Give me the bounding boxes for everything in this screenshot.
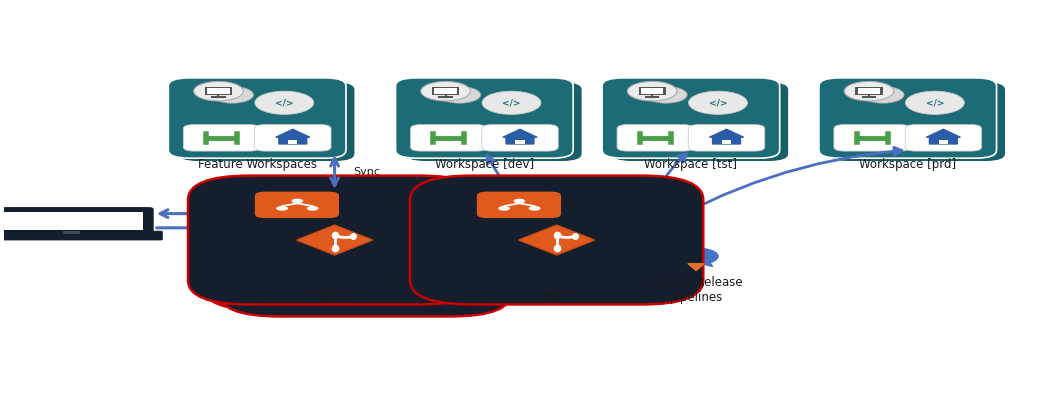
- FancyBboxPatch shape: [410, 176, 704, 305]
- Text: Branch: Branch: [426, 210, 465, 220]
- FancyBboxPatch shape: [205, 87, 232, 95]
- Text: </>: </>: [275, 98, 294, 107]
- Circle shape: [862, 87, 904, 103]
- FancyBboxPatch shape: [819, 78, 996, 158]
- FancyBboxPatch shape: [939, 140, 948, 144]
- Circle shape: [482, 91, 541, 115]
- FancyBboxPatch shape: [207, 88, 230, 94]
- Circle shape: [211, 87, 253, 103]
- Circle shape: [194, 81, 244, 101]
- Circle shape: [421, 81, 471, 101]
- Circle shape: [513, 199, 526, 203]
- FancyBboxPatch shape: [834, 124, 910, 151]
- Text: Sync: Sync: [353, 167, 380, 177]
- Text: Workspace [tst]: Workspace [tst]: [644, 158, 737, 171]
- Text: Merge: Merge: [428, 256, 463, 266]
- Text: Pull: Pull: [191, 198, 210, 208]
- Text: </>: </>: [925, 98, 944, 107]
- Circle shape: [529, 206, 540, 211]
- FancyBboxPatch shape: [434, 88, 457, 94]
- Text: Push: Push: [187, 233, 213, 243]
- FancyBboxPatch shape: [617, 124, 693, 151]
- FancyBboxPatch shape: [169, 78, 346, 158]
- FancyBboxPatch shape: [255, 124, 331, 151]
- FancyBboxPatch shape: [432, 87, 459, 95]
- FancyBboxPatch shape: [641, 88, 663, 94]
- FancyBboxPatch shape: [64, 231, 79, 234]
- Polygon shape: [926, 129, 961, 137]
- Circle shape: [674, 247, 718, 265]
- Circle shape: [844, 81, 894, 101]
- FancyBboxPatch shape: [288, 140, 298, 144]
- FancyArrowPatch shape: [644, 154, 686, 233]
- FancyBboxPatch shape: [602, 78, 780, 158]
- FancyBboxPatch shape: [188, 176, 481, 305]
- Circle shape: [688, 91, 747, 115]
- Text: </>: </>: [709, 98, 728, 107]
- FancyBboxPatch shape: [858, 88, 881, 94]
- Text: Build & Release
pipelines: Build & Release pipelines: [650, 276, 742, 304]
- FancyBboxPatch shape: [515, 140, 525, 144]
- FancyBboxPatch shape: [482, 124, 558, 151]
- FancyArrowPatch shape: [646, 147, 902, 234]
- FancyBboxPatch shape: [721, 140, 731, 144]
- Text: Feature: Feature: [312, 290, 357, 303]
- Text: </>: </>: [502, 98, 520, 107]
- Polygon shape: [279, 131, 307, 144]
- Circle shape: [906, 91, 964, 115]
- FancyBboxPatch shape: [0, 208, 153, 234]
- Text: Workspace [dev]: Workspace [dev]: [435, 158, 534, 171]
- Polygon shape: [518, 225, 594, 255]
- FancyBboxPatch shape: [611, 81, 789, 162]
- FancyArrowPatch shape: [487, 155, 641, 237]
- Polygon shape: [680, 246, 713, 266]
- FancyBboxPatch shape: [255, 192, 339, 218]
- FancyBboxPatch shape: [0, 212, 143, 230]
- FancyBboxPatch shape: [410, 124, 487, 151]
- Polygon shape: [297, 225, 373, 255]
- FancyBboxPatch shape: [396, 78, 574, 158]
- Circle shape: [438, 87, 481, 103]
- FancyBboxPatch shape: [203, 182, 497, 310]
- FancyBboxPatch shape: [856, 87, 883, 95]
- Circle shape: [628, 81, 677, 101]
- Circle shape: [255, 91, 313, 115]
- FancyBboxPatch shape: [219, 188, 512, 317]
- Text: Main: Main: [542, 290, 570, 303]
- Circle shape: [291, 199, 303, 203]
- Polygon shape: [276, 129, 310, 137]
- FancyBboxPatch shape: [906, 124, 982, 151]
- Polygon shape: [506, 131, 534, 144]
- Text: Workspace [prd]: Workspace [prd]: [859, 158, 957, 171]
- Circle shape: [276, 206, 288, 211]
- FancyBboxPatch shape: [638, 87, 666, 95]
- Polygon shape: [930, 131, 958, 144]
- Polygon shape: [503, 129, 537, 137]
- Circle shape: [645, 87, 687, 103]
- FancyBboxPatch shape: [178, 81, 355, 162]
- FancyBboxPatch shape: [405, 81, 583, 162]
- FancyBboxPatch shape: [183, 124, 260, 151]
- Circle shape: [499, 206, 510, 211]
- Circle shape: [307, 206, 319, 211]
- FancyBboxPatch shape: [829, 81, 1006, 162]
- FancyBboxPatch shape: [0, 231, 162, 240]
- FancyBboxPatch shape: [477, 192, 561, 218]
- Polygon shape: [713, 131, 740, 144]
- Text: Feature Workspaces: Feature Workspaces: [198, 158, 316, 171]
- Polygon shape: [710, 129, 743, 137]
- FancyBboxPatch shape: [688, 124, 765, 151]
- Polygon shape: [688, 264, 705, 271]
